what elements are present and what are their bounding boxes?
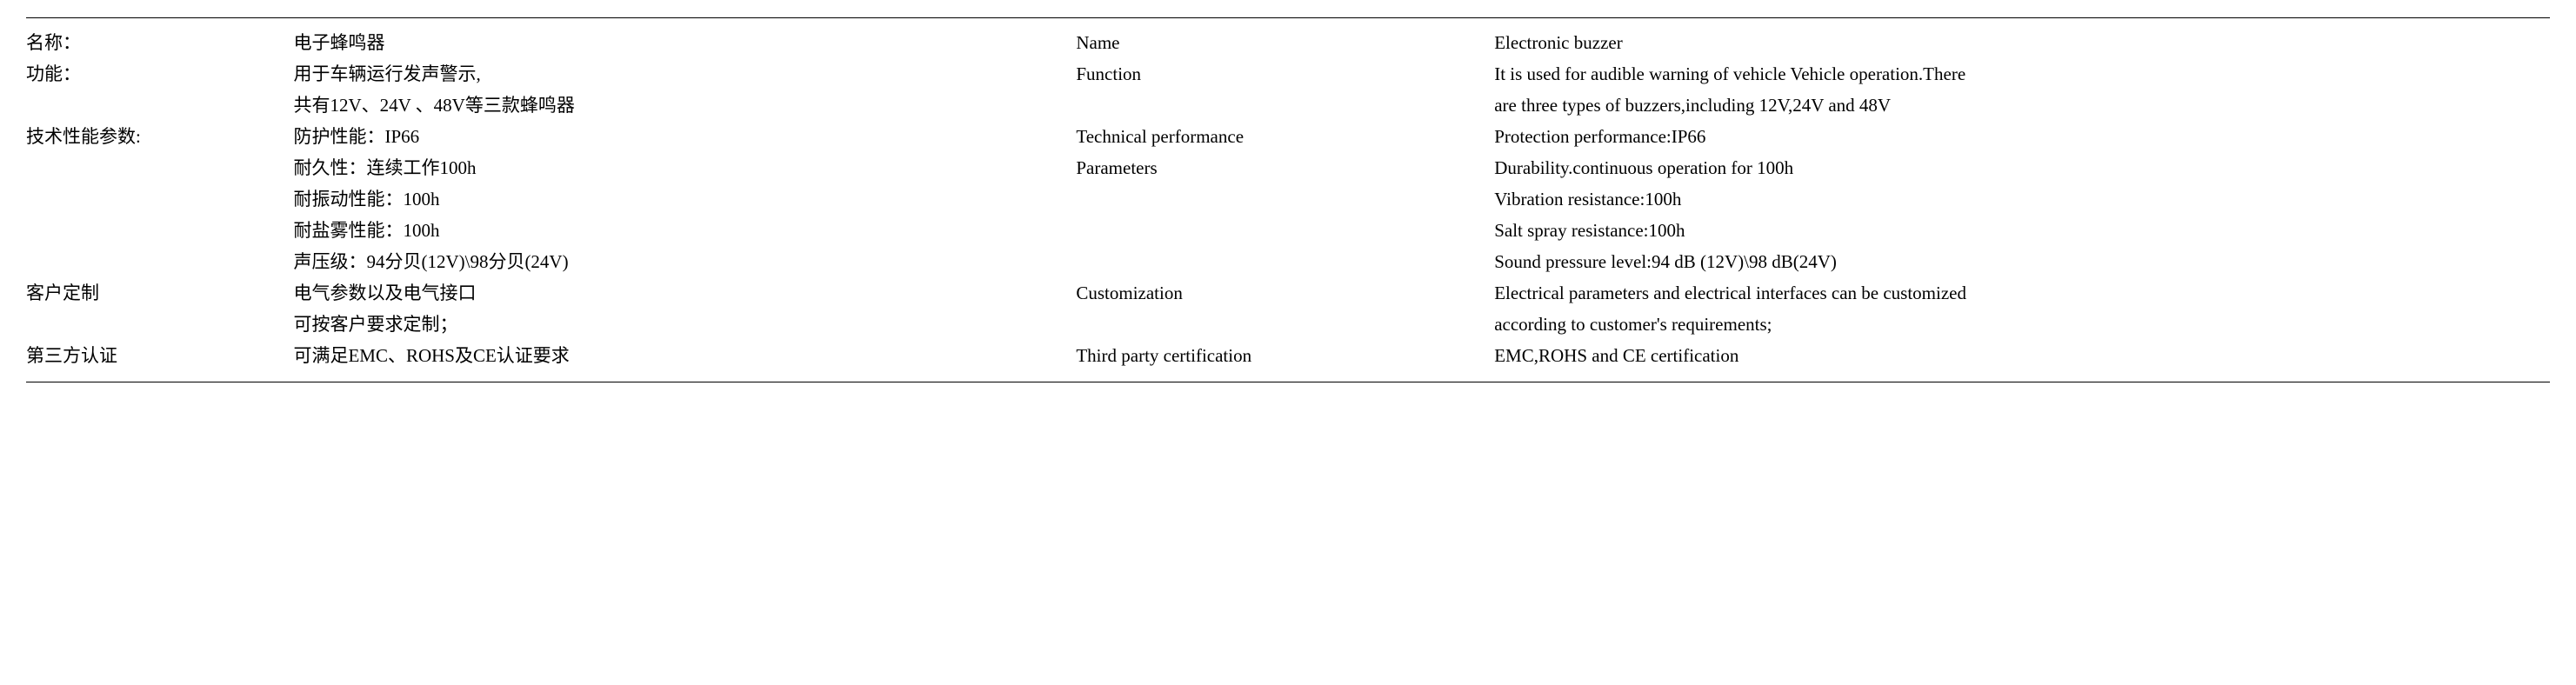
cn-value-line: 电气参数以及电气接口	[293, 277, 1072, 309]
cn-value-custom: 电气参数以及电气接口 可按客户要求定制；	[293, 277, 1076, 340]
en-label-custom: Customization	[1076, 277, 1494, 309]
en-label-tech: Technical performance Parameters	[1076, 121, 1494, 183]
cn-value-line: 用于车辆运行发声警示,	[293, 58, 1072, 90]
en-value-line: Protection performance:IP66	[1494, 121, 2550, 152]
en-label-line: Third party certification	[1076, 340, 1491, 371]
cn-label-tech: 技术性能参数:	[26, 121, 293, 152]
en-value-name: Electronic buzzer	[1494, 27, 2550, 58]
cn-label-cert: 第三方认证	[26, 340, 293, 371]
en-value-custom: Electrical parameters and electrical int…	[1494, 277, 2550, 340]
cn-value-line: 耐盐雾性能：100h	[293, 215, 1072, 246]
row-tech-params: 技术性能参数: 防护性能：IP66 耐久性：连续工作100h 耐振动性能：100…	[26, 121, 2550, 277]
cn-value-tech: 防护性能：IP66 耐久性：连续工作100h 耐振动性能：100h 耐盐雾性能：…	[293, 121, 1076, 277]
en-label-line: Name	[1076, 27, 1491, 58]
en-value-line: It is used for audible warning of vehicl…	[1494, 58, 2550, 90]
cn-value-line: 耐久性：连续工作100h	[293, 152, 1072, 183]
en-value-line: Electrical parameters and electrical int…	[1494, 277, 2550, 309]
cn-value-line: 声压级：94分贝(12V)\98分贝(24V)	[293, 246, 1072, 277]
cn-value-line: 电子蜂鸣器	[293, 27, 1072, 58]
cn-value-line: 可满足EMC、ROHS及CE认证要求	[293, 340, 1072, 371]
en-value-line: EMC,ROHS and CE certification	[1494, 340, 2550, 371]
en-label-line: Technical performance	[1076, 121, 1491, 152]
cn-label-function: 功能：	[26, 58, 293, 90]
en-label-name: Name	[1076, 27, 1494, 58]
cn-value-cert: 可满足EMC、ROHS及CE认证要求	[293, 340, 1076, 371]
en-label-line: Customization	[1076, 277, 1491, 309]
cn-value-name: 电子蜂鸣器	[293, 27, 1076, 58]
row-certification: 第三方认证 可满足EMC、ROHS及CE认证要求 Third party cer…	[26, 340, 2550, 371]
en-label-function: Function	[1076, 58, 1494, 90]
en-value-tech: Protection performance:IP66 Durability.c…	[1494, 121, 2550, 277]
cn-value-line: 共有12V、24V 、48V等三款蜂鸣器	[293, 90, 1072, 121]
en-value-line: Sound pressure level:94 dB (12V)\98 dB(2…	[1494, 246, 2550, 277]
en-label-cert: Third party certification	[1076, 340, 1494, 371]
en-value-line: Salt spray resistance:100h	[1494, 215, 2550, 246]
en-label-line: Function	[1076, 58, 1491, 90]
en-value-line: according to customer's requirements;	[1494, 309, 2550, 340]
cn-label-name: 名称：	[26, 27, 293, 58]
en-value-line: Electronic buzzer	[1494, 27, 2550, 58]
en-value-function: It is used for audible warning of vehicl…	[1494, 58, 2550, 121]
row-customization: 客户定制 电气参数以及电气接口 可按客户要求定制； Customization …	[26, 277, 2550, 340]
en-label-line: Parameters	[1076, 152, 1491, 183]
row-name: 名称： 电子蜂鸣器 Name Electronic buzzer	[26, 27, 2550, 58]
en-value-line: Vibration resistance:100h	[1494, 183, 2550, 215]
cn-label-custom: 客户定制	[26, 277, 293, 309]
en-value-cert: EMC,ROHS and CE certification	[1494, 340, 2550, 371]
en-value-line: are three types of buzzers,including 12V…	[1494, 90, 2550, 121]
row-function: 功能： 用于车辆运行发声警示, 共有12V、24V 、48V等三款蜂鸣器 Fun…	[26, 58, 2550, 121]
spec-table: 名称： 电子蜂鸣器 Name Electronic buzzer 功能： 用于车…	[26, 17, 2550, 382]
cn-value-line: 防护性能：IP66	[293, 121, 1072, 152]
en-value-line: Durability.continuous operation for 100h	[1494, 152, 2550, 183]
cn-value-function: 用于车辆运行发声警示, 共有12V、24V 、48V等三款蜂鸣器	[293, 58, 1076, 121]
cn-value-line: 耐振动性能：100h	[293, 183, 1072, 215]
cn-value-line: 可按客户要求定制；	[293, 309, 1072, 340]
